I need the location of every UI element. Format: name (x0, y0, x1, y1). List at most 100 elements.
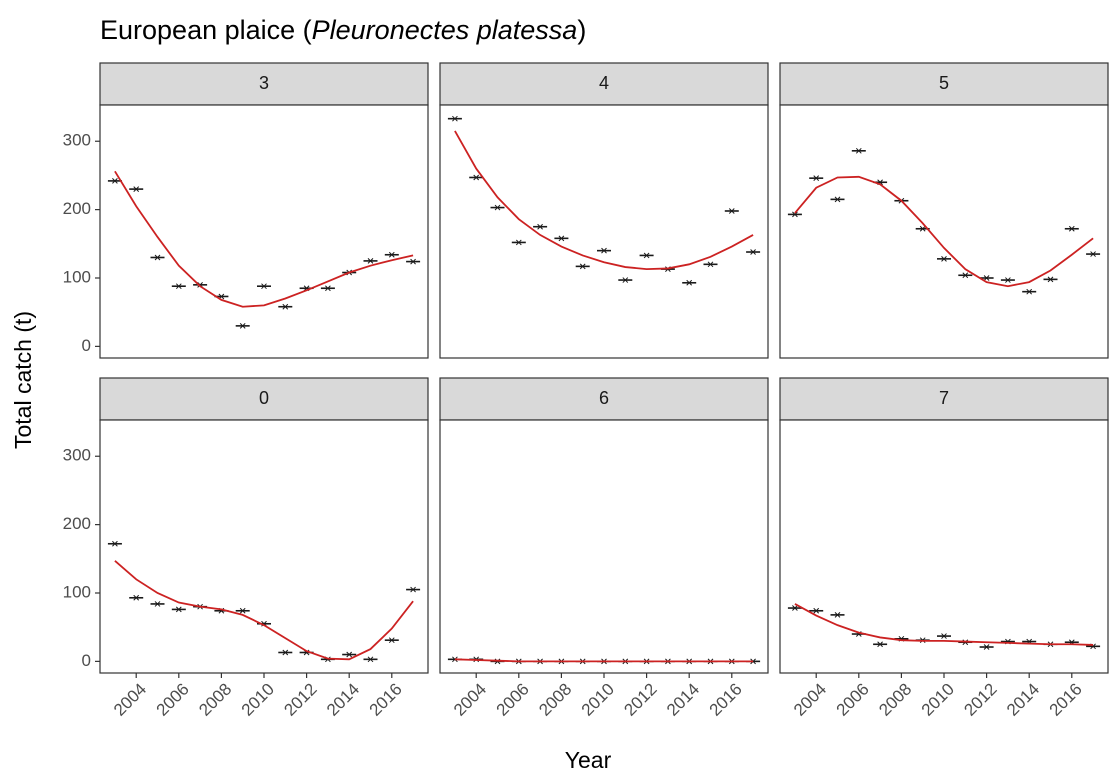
point-cross (410, 258, 416, 265)
x-tick-label: 2010 (238, 680, 278, 720)
data-point (320, 285, 335, 292)
point-cross (1047, 276, 1054, 283)
fit-line (114, 560, 414, 661)
y-axis-title: Total catch (t) (10, 311, 36, 449)
data-point (235, 323, 250, 329)
data-point (384, 637, 399, 644)
chart-title: European plaice (Pleuronectes platessa) (100, 15, 586, 45)
point-cross (601, 247, 607, 254)
strip-label: 7 (939, 388, 949, 408)
data-point (597, 247, 611, 254)
point-cross (133, 186, 140, 192)
data-point (150, 601, 165, 607)
y-tick-label: 100 (63, 582, 91, 601)
point-cross (834, 612, 841, 618)
fit-line (454, 658, 754, 663)
point-cross (834, 196, 841, 203)
point-cross (410, 586, 416, 593)
point-cross (643, 252, 650, 259)
data-point (618, 277, 633, 283)
point-cross (452, 656, 458, 663)
data-point (129, 186, 144, 192)
point-cross (1090, 251, 1096, 257)
data-point (787, 211, 802, 218)
data-point (1043, 276, 1058, 283)
data-point (363, 656, 378, 663)
strip (779, 377, 1109, 421)
point-cross (112, 540, 118, 547)
data-point (1022, 288, 1037, 295)
x-tick-label: 2010 (578, 680, 618, 720)
data-point (830, 612, 845, 618)
data-point (384, 251, 399, 258)
point-cross (112, 178, 118, 184)
point-cross (239, 607, 246, 614)
data-point (873, 641, 888, 648)
y-tick-label: 0 (82, 336, 91, 355)
panel (779, 419, 1109, 674)
x-tick-label: 2004 (450, 680, 490, 720)
x-tick-label: 2010 (918, 680, 958, 720)
panel (439, 419, 769, 674)
x-tick-label: 2014 (1003, 680, 1043, 720)
data-point (937, 255, 951, 262)
point-cross (1068, 225, 1075, 232)
point-cross (558, 235, 565, 242)
data-point (171, 606, 186, 613)
x-tick-label: 2008 (875, 680, 915, 720)
point-cross (983, 644, 990, 650)
panel (779, 104, 1109, 359)
point-cross (325, 285, 331, 292)
y-tick-label: 200 (63, 199, 91, 218)
data-point (342, 651, 357, 658)
data-point (787, 605, 802, 611)
x-tick-label: 2016 (366, 680, 406, 720)
point-cross (175, 283, 182, 290)
point-cross (707, 261, 714, 268)
point-cross (877, 641, 883, 648)
data-point (257, 283, 271, 290)
data-point (533, 223, 548, 230)
point-cross (261, 283, 267, 290)
data-point (809, 175, 824, 182)
x-tick-label: 2016 (1046, 680, 1086, 720)
point-cross (133, 594, 140, 601)
point-cross (154, 254, 161, 261)
y-tick-label: 100 (63, 267, 91, 286)
data-point (682, 279, 697, 286)
point-cross (750, 658, 756, 665)
strip (439, 62, 769, 106)
point-cross (813, 607, 820, 614)
strip-label: 6 (599, 388, 609, 408)
x-tick-label: 2004 (110, 680, 150, 720)
fit-line (794, 175, 1094, 288)
point-cross (494, 204, 501, 211)
point-cross (1026, 288, 1033, 295)
strip (779, 62, 1109, 106)
point-cross (452, 115, 458, 122)
point-cross (388, 637, 395, 644)
data-point (171, 283, 186, 290)
point-cross (367, 656, 374, 663)
point-cross (175, 606, 182, 613)
point-cross (282, 303, 289, 310)
data-point (107, 178, 122, 184)
data-point (639, 252, 654, 259)
x-tick-label: 2012 (620, 680, 660, 720)
point-cross (579, 263, 586, 270)
x-tick-label: 2014 (663, 680, 703, 720)
x-tick-label: 2012 (280, 680, 320, 720)
y-tick-label: 0 (82, 651, 91, 670)
title-part: ) (577, 15, 586, 45)
data-point (363, 258, 378, 264)
data-point (958, 272, 973, 279)
strip-label: 5 (939, 73, 949, 93)
point-cross (750, 249, 756, 255)
point-cross (728, 208, 735, 214)
data-point (447, 115, 462, 122)
point-cross (537, 223, 543, 230)
data-point (979, 275, 994, 281)
data-point (107, 540, 122, 547)
data-point (746, 249, 761, 255)
data-point (278, 649, 293, 656)
